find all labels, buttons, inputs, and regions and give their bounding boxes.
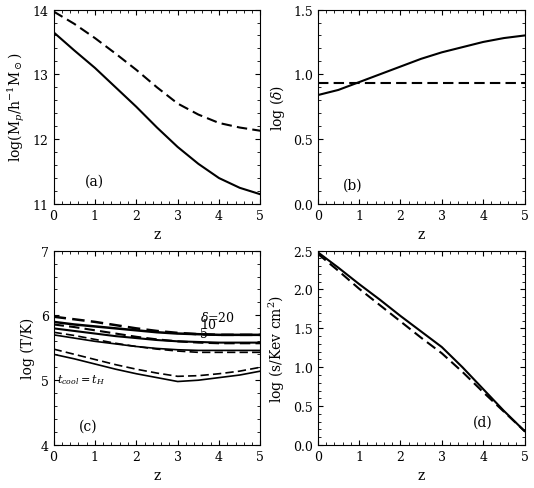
Text: (a): (a): [84, 174, 104, 188]
Text: (b): (b): [342, 178, 362, 192]
Text: 5: 5: [200, 327, 208, 340]
Text: 10: 10: [200, 319, 216, 332]
Y-axis label: log (T/K): log (T/K): [21, 318, 35, 379]
X-axis label: z: z: [153, 468, 161, 483]
Text: $\delta$=20: $\delta$=20: [200, 310, 235, 325]
Y-axis label: log (s/Kev cm$^2$): log (s/Kev cm$^2$): [267, 294, 287, 402]
Text: (c): (c): [78, 419, 97, 432]
Text: $t_{cool}=t_H$: $t_{cool}=t_H$: [57, 372, 105, 386]
X-axis label: z: z: [418, 468, 425, 483]
X-axis label: z: z: [153, 228, 161, 242]
Text: (d): (d): [473, 415, 492, 428]
Y-axis label: log ($\delta$): log ($\delta$): [269, 84, 287, 131]
X-axis label: z: z: [418, 228, 425, 242]
Y-axis label: log(M$_p$/h$^{-1}$M$_\odot$): log(M$_p$/h$^{-1}$M$_\odot$): [5, 53, 27, 162]
